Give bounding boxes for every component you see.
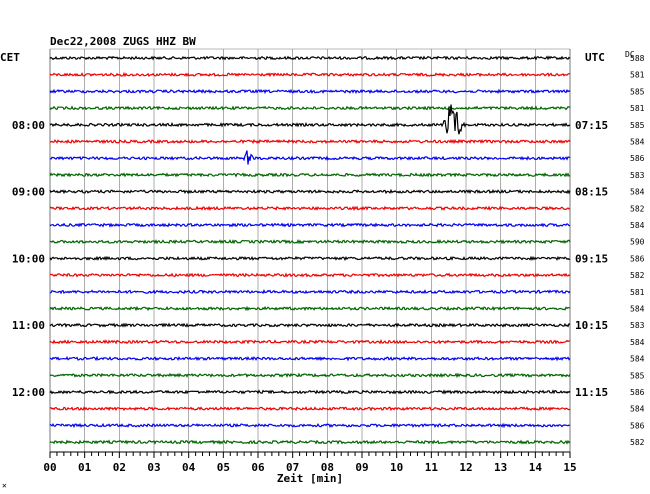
trace-12 bbox=[49, 238, 571, 245]
trace-16 bbox=[49, 305, 571, 312]
trace-1 bbox=[49, 55, 571, 61]
grid-lines bbox=[49, 48, 571, 452]
dc-value: 584 bbox=[630, 305, 645, 314]
dc-value: 586 bbox=[630, 254, 645, 263]
trace-10 bbox=[49, 205, 571, 212]
trace-5 bbox=[49, 104, 571, 135]
x-tick-label: 13 bbox=[494, 461, 507, 474]
trace-24 bbox=[49, 439, 571, 445]
x-tick-label: 01 bbox=[78, 461, 92, 474]
dc-value: 590 bbox=[630, 238, 645, 247]
trace-11 bbox=[49, 222, 571, 228]
trace-22 bbox=[49, 406, 571, 412]
trace-18 bbox=[49, 339, 571, 345]
dc-value: 583 bbox=[630, 171, 645, 180]
x-tick-label: 08 bbox=[321, 461, 334, 474]
x-tick-label: 02 bbox=[113, 461, 126, 474]
dc-value: 584 bbox=[630, 405, 645, 414]
dc-value: 584 bbox=[630, 188, 645, 197]
utc-time-label: 08:15 bbox=[575, 186, 608, 199]
dc-value: 584 bbox=[630, 355, 645, 364]
dc-value: 581 bbox=[630, 104, 645, 113]
dc-value: 582 bbox=[630, 204, 645, 213]
corner-mark: ✕ bbox=[2, 481, 7, 490]
x-tick-label: 11 bbox=[425, 461, 439, 474]
x-tick-label: 04 bbox=[182, 461, 196, 474]
dc-value: 586 bbox=[630, 421, 645, 430]
x-axis: 00 01 02 03 04 05 06 07 08 09 10 11 12 13 14 15 bbox=[43, 451, 577, 474]
time-labels: 588 581 585 581 585 584 586 583 584 582 584 590 586 5… bbox=[12, 54, 645, 447]
utc-time-label: 07:15 bbox=[575, 119, 608, 132]
x-tick-label: 00 bbox=[43, 461, 56, 474]
x-tick-label: 03 bbox=[147, 461, 160, 474]
trace-13 bbox=[49, 255, 571, 262]
dc-value: 584 bbox=[630, 221, 645, 230]
dc-value: 582 bbox=[630, 271, 645, 280]
utc-label: UTC bbox=[585, 51, 605, 64]
chart-title: Dec22,2008 ZUGS HHZ BW bbox=[50, 35, 196, 48]
dc-value: 584 bbox=[630, 138, 645, 147]
utc-time-label: 11:15 bbox=[575, 386, 608, 399]
trace-3 bbox=[49, 88, 571, 95]
trace-19 bbox=[49, 355, 571, 362]
trace-20 bbox=[49, 372, 571, 379]
cet-time-label: 12:00 bbox=[12, 386, 45, 399]
dc-value: 582 bbox=[630, 438, 645, 447]
cet-time-label: 11:00 bbox=[12, 319, 45, 332]
x-tick-label: 12 bbox=[459, 461, 472, 474]
dc-value: 581 bbox=[630, 71, 645, 80]
trace-4 bbox=[49, 105, 571, 111]
trace-9 bbox=[49, 188, 571, 195]
cet-label: CET bbox=[0, 51, 20, 64]
x-tick-label: 15 bbox=[563, 461, 576, 474]
x-tick-label: 07 bbox=[286, 461, 299, 474]
trace-15 bbox=[49, 288, 571, 295]
dc-value: 586 bbox=[630, 154, 645, 163]
traces bbox=[49, 55, 571, 445]
x-tick-label: 09 bbox=[355, 461, 368, 474]
dc-value: 585 bbox=[630, 121, 645, 130]
x-axis-label: Zeit [min] bbox=[277, 472, 343, 485]
cet-time-label: 10:00 bbox=[12, 252, 45, 265]
trace-17 bbox=[49, 322, 571, 328]
dc-value: 585 bbox=[630, 87, 645, 96]
cet-time-label: 08:00 bbox=[12, 119, 45, 132]
x-tick-label: 05 bbox=[217, 461, 230, 474]
dc-value: 585 bbox=[630, 371, 645, 380]
dc-value: 581 bbox=[630, 288, 645, 297]
dc-value: 584 bbox=[630, 338, 645, 347]
utc-time-label: 09:15 bbox=[575, 252, 608, 265]
trace-23 bbox=[49, 422, 571, 429]
dc-column-label: DC bbox=[625, 50, 635, 59]
x-tick-label: 14 bbox=[529, 461, 543, 474]
trace-21 bbox=[49, 389, 571, 395]
cet-time-label: 09:00 bbox=[12, 186, 45, 199]
x-tick-label: 10 bbox=[390, 461, 403, 474]
trace-14 bbox=[49, 272, 571, 278]
trace-7 bbox=[49, 150, 571, 165]
dc-value: 586 bbox=[630, 388, 645, 397]
dc-value: 588 bbox=[630, 54, 645, 63]
trace-6 bbox=[49, 138, 571, 145]
dc-value: 583 bbox=[630, 321, 645, 330]
trace-8 bbox=[49, 172, 571, 178]
x-tick-label: 06 bbox=[251, 461, 265, 474]
utc-time-label: 10:15 bbox=[575, 319, 608, 332]
trace-2 bbox=[49, 71, 571, 78]
